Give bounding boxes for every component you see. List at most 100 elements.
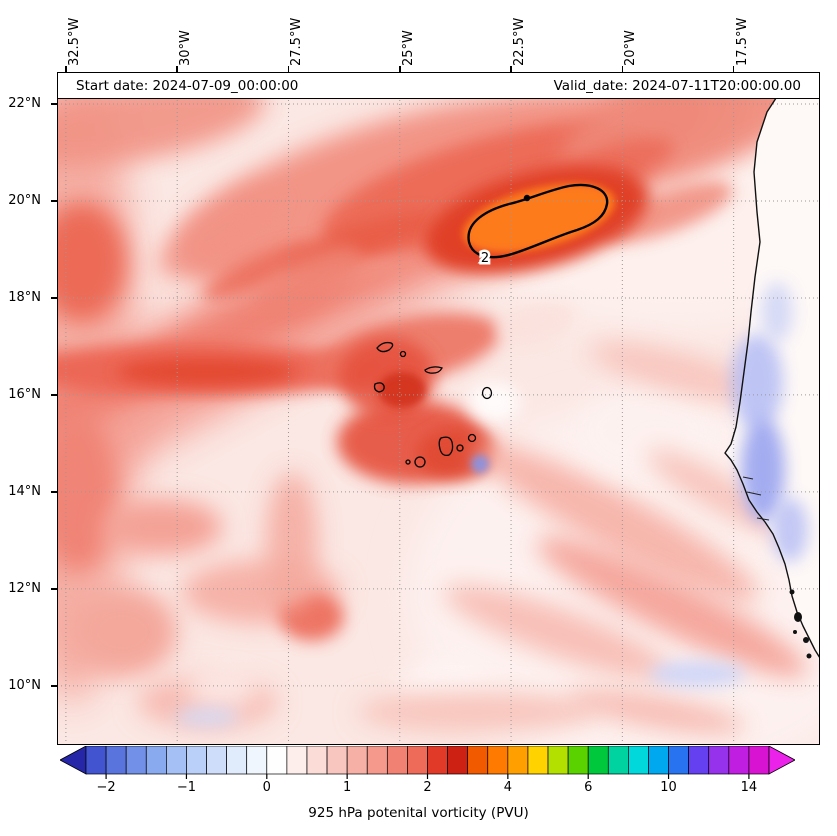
colorbar-segment bbox=[326, 746, 348, 775]
coastal-islet bbox=[803, 637, 809, 643]
island-outline bbox=[424, 366, 443, 374]
colorbar-segment bbox=[306, 746, 328, 775]
colorbar-segment bbox=[628, 746, 649, 775]
contour-inner-max bbox=[523, 194, 531, 202]
colorbar bbox=[60, 746, 795, 779]
island-outline bbox=[405, 459, 411, 465]
y-tick-label: 18°N bbox=[8, 289, 41, 305]
y-tick-mark bbox=[51, 200, 57, 202]
coastal-islet bbox=[806, 653, 812, 659]
island-outline bbox=[438, 436, 454, 457]
colorbar-segment bbox=[447, 746, 469, 775]
y-tick-mark bbox=[51, 394, 57, 396]
colorbar-segment bbox=[527, 746, 549, 775]
x-tick-label: 22.5°W bbox=[512, 17, 528, 66]
colorbar-tick-label: 1 bbox=[343, 780, 352, 795]
x-tick-label: 27.5°W bbox=[289, 17, 305, 66]
x-tick-label: 17.5°W bbox=[734, 17, 750, 66]
island-outline bbox=[467, 433, 477, 443]
colorbar-segment bbox=[728, 746, 750, 775]
colorbar-tick-label: 0 bbox=[262, 780, 271, 795]
grid-lines bbox=[58, 73, 819, 744]
colorbar-tick-label: −2 bbox=[96, 780, 116, 795]
x-tick-mark bbox=[65, 66, 67, 72]
colorbar-segment bbox=[668, 746, 689, 775]
x-tick-mark bbox=[732, 66, 735, 72]
y-tick-mark bbox=[51, 491, 57, 493]
x-tick-mark bbox=[399, 66, 401, 72]
colorbar-label: 925 hPa potenital vorticity (PVU) bbox=[308, 805, 529, 821]
island-outline bbox=[399, 350, 407, 358]
contour-line-2pvu bbox=[467, 183, 609, 259]
colorbar-segment bbox=[366, 746, 388, 775]
colorbar-segment bbox=[246, 746, 268, 775]
island-outline bbox=[456, 444, 464, 452]
island-outline bbox=[414, 456, 426, 468]
cape-verde-islands bbox=[373, 341, 493, 468]
x-tick-label: 20°W bbox=[623, 30, 639, 66]
y-tick-label: 22°N bbox=[8, 96, 41, 111]
pv-map: 2 bbox=[58, 73, 819, 744]
colorbar-segment bbox=[567, 746, 589, 775]
colorbar-tick-label: 10 bbox=[660, 780, 677, 795]
colorbar-segment bbox=[226, 746, 248, 775]
colorbar-tick-label: 14 bbox=[740, 780, 758, 795]
colorbar-segment bbox=[507, 746, 529, 775]
y-tick-label: 10°N bbox=[8, 677, 41, 693]
colorbar-segment bbox=[587, 746, 609, 775]
y-tick-label: 12°N bbox=[8, 580, 41, 596]
colorbar-segment bbox=[607, 746, 629, 775]
colorbar-under-arrow bbox=[60, 746, 87, 775]
x-tick-mark bbox=[176, 66, 178, 72]
colorbar-segment bbox=[186, 746, 207, 775]
colorbar-segment bbox=[266, 746, 288, 775]
date-header: Start date: 2024-07-09_00:00:00 Valid_da… bbox=[58, 73, 819, 99]
coastline-path bbox=[724, 73, 819, 658]
africa-coastline bbox=[724, 73, 819, 659]
y-tick-mark bbox=[51, 297, 57, 299]
colorbar-segment bbox=[206, 746, 227, 775]
valid-date-text: Valid_date: 2024-07-11T20:00:00.00 bbox=[553, 77, 801, 94]
colorbar-segment bbox=[688, 746, 710, 775]
contour-label: 2 bbox=[481, 251, 489, 266]
coastal-islet bbox=[794, 612, 802, 622]
colorbar-segment bbox=[648, 746, 669, 775]
colorbar-segment bbox=[85, 746, 107, 775]
colorbar-segment bbox=[105, 746, 127, 775]
map-plot: 2 Start date: 2024-07-09_00:00:00 Valid_… bbox=[57, 72, 820, 745]
colorbar-segment bbox=[547, 746, 569, 775]
x-tick-label: 30°W bbox=[178, 30, 194, 66]
coastal-islet bbox=[789, 589, 795, 595]
x-tick-label: 25°W bbox=[400, 30, 416, 66]
x-tick-mark bbox=[287, 66, 290, 72]
y-tick-label: 16°N bbox=[8, 386, 41, 402]
colorbar-over-arrow bbox=[768, 746, 795, 775]
colorbar-segment bbox=[125, 746, 147, 775]
colorbar-segment bbox=[467, 746, 489, 775]
river-mark bbox=[756, 517, 770, 521]
y-tick-mark bbox=[51, 103, 57, 105]
y-tick-label: 14°N bbox=[8, 483, 41, 499]
colorbar-segment bbox=[748, 746, 770, 775]
colorbar-segment bbox=[166, 746, 187, 775]
island-outline bbox=[376, 341, 394, 353]
colorbar-tick-label: 4 bbox=[503, 780, 512, 795]
colorbar-segment bbox=[145, 746, 167, 775]
colorbar-segment bbox=[407, 746, 428, 775]
colorbar-segment bbox=[427, 746, 448, 775]
colorbar-segment bbox=[386, 746, 408, 775]
colorbar-segment bbox=[346, 746, 368, 775]
pv-contour-2: 2 bbox=[467, 183, 609, 269]
x-tick-label: 32.5°W bbox=[66, 17, 82, 66]
y-tick-label: 20°N bbox=[8, 192, 41, 208]
negative-pv-patches bbox=[175, 282, 808, 727]
coastal-islet bbox=[793, 630, 797, 634]
colorbar-tick-label: −1 bbox=[176, 780, 197, 795]
colorbar-segment bbox=[708, 746, 730, 775]
start-date-text: Start date: 2024-07-09_00:00:00 bbox=[76, 77, 299, 94]
colorbar-segment bbox=[286, 746, 308, 775]
pv-field bbox=[58, 73, 819, 744]
x-tick-mark bbox=[510, 66, 512, 72]
colorbar-tick-label: 2 bbox=[423, 780, 432, 795]
